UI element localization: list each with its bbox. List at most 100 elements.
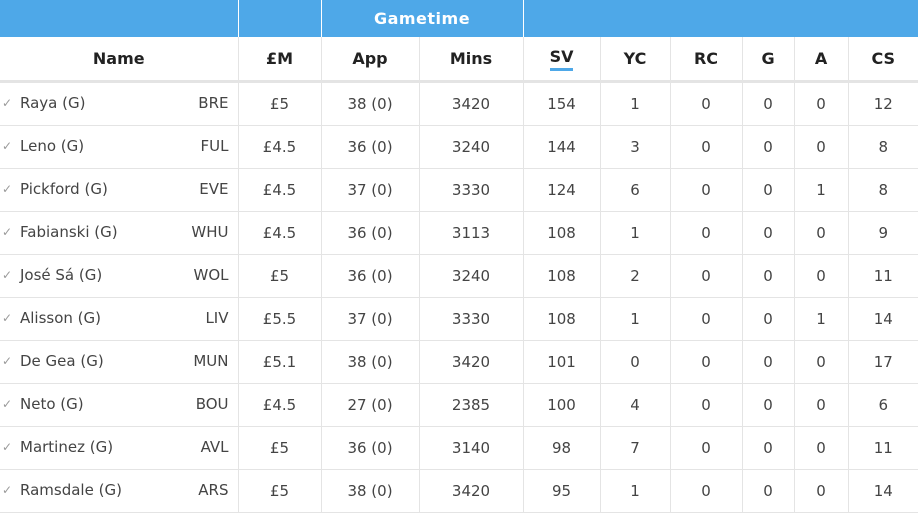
player-name[interactable]: Alisson (G): [20, 309, 102, 327]
stat-a: 1: [793, 297, 849, 341]
table-row[interactable]: ✓ Ramsdale (G) ARS £5 38 (0) 3420 95 1 0 0 0 14: [0, 469, 918, 513]
stat-yc: 2: [599, 254, 671, 298]
player-cell[interactable]: ✓ Alisson (G) LIV: [0, 297, 238, 341]
table-row[interactable]: ✓ José Sá (G) WOL £5 36 (0) 3240 108 2 0 0 0 11: [0, 254, 918, 298]
table-row[interactable]: ✓ Leno (G) FUL £4.5 36 (0) 3240 144 3 0 0 0 8: [0, 125, 918, 169]
checkmark-icon: ✓: [2, 483, 13, 497]
column-header-row: Name £M App Mins SV YC RC G A CS: [0, 37, 918, 83]
player-cell[interactable]: ✓ Leno (G) FUL: [0, 125, 238, 169]
column-header-g[interactable]: G: [741, 37, 795, 83]
column-header-cs[interactable]: CS: [847, 37, 918, 83]
stat-sv: 95: [522, 469, 601, 513]
stat-cs: 12: [847, 81, 918, 126]
group-header-spacer: [0, 0, 238, 37]
stat-rc: 0: [669, 297, 743, 341]
column-header-mins-label: Mins: [449, 49, 493, 68]
player-name[interactable]: Pickford (G): [20, 180, 108, 198]
table-row[interactable]: ✓ Raya (G) BRE £5 38 (0) 3420 154 1 0 0 0 12: [0, 81, 918, 126]
stat-sv: 108: [522, 254, 601, 298]
player-cell[interactable]: ✓ Pickford (G) EVE: [0, 168, 238, 212]
stat-price: £4.5: [237, 168, 321, 212]
player-cell[interactable]: ✓ Martinez (G) AVL: [0, 426, 238, 470]
stat-yc: 7: [599, 426, 671, 470]
stat-yc: 1: [599, 211, 671, 255]
stat-price: £5.5: [237, 297, 321, 341]
player-name[interactable]: De Gea (G): [20, 352, 104, 370]
column-header-yc[interactable]: YC: [599, 37, 671, 83]
player-name[interactable]: Martinez (G): [20, 438, 114, 456]
stat-rc: 0: [669, 211, 743, 255]
column-header-cs-label: CS: [871, 49, 896, 68]
player-cell[interactable]: ✓ De Gea (G) MUN: [0, 340, 238, 384]
group-header-gametime: Gametime: [320, 0, 524, 37]
player-cell[interactable]: ✓ Fabianski (G) WHU: [0, 211, 238, 255]
stat-cs: 6: [847, 383, 918, 427]
stat-rc: 0: [669, 340, 743, 384]
table-row[interactable]: ✓ Martinez (G) AVL £5 36 (0) 3140 98 7 0 0 0 11: [0, 426, 918, 470]
stat-sv: 100: [522, 383, 601, 427]
stat-mins: 3240: [418, 254, 524, 298]
player-cell[interactable]: ✓ Ramsdale (G) ARS: [0, 469, 238, 513]
stat-price: £4.5: [237, 125, 321, 169]
table-row[interactable]: ✓ Alisson (G) LIV £5.5 37 (0) 3330 108 1 0 0 1 14: [0, 297, 918, 341]
player-team: AVL: [200, 438, 229, 456]
stat-sv: 144: [522, 125, 601, 169]
checkmark-icon: ✓: [2, 268, 13, 282]
stat-yc: 0: [599, 340, 671, 384]
group-header-row: Gametime: [0, 0, 918, 37]
checkmark-icon: ✓: [2, 354, 13, 368]
column-header-rc[interactable]: RC: [669, 37, 743, 83]
stat-g: 0: [741, 426, 795, 470]
stat-mins: 3420: [418, 469, 524, 513]
stat-sv: 154: [522, 81, 601, 126]
stat-yc: 1: [599, 297, 671, 341]
checkmark-icon: ✓: [2, 311, 13, 325]
column-header-sv-label: SV: [549, 47, 574, 71]
group-header-spacer: [237, 0, 321, 37]
player-name[interactable]: José Sá (G): [20, 266, 103, 284]
table-row[interactable]: ✓ Pickford (G) EVE £4.5 37 (0) 3330 124 6 0 0 1 8: [0, 168, 918, 212]
stat-app: 36 (0): [320, 426, 419, 470]
player-cell[interactable]: ✓ Raya (G) BRE: [0, 81, 238, 126]
stat-rc: 0: [669, 426, 743, 470]
table-row[interactable]: ✓ Fabianski (G) WHU £4.5 36 (0) 3113 108 1 0 0 0 9: [0, 211, 918, 255]
stat-price: £5: [237, 469, 321, 513]
stat-yc: 3: [599, 125, 671, 169]
player-name[interactable]: Neto (G): [20, 395, 84, 413]
column-header-sv[interactable]: SV: [522, 37, 601, 83]
player-team: BOU: [195, 395, 229, 413]
checkmark-icon: ✓: [2, 397, 13, 411]
player-name[interactable]: Raya (G): [20, 94, 86, 112]
table-row[interactable]: ✓ De Gea (G) MUN £5.1 38 (0) 3420 101 0 0 0 0 17: [0, 340, 918, 384]
stat-g: 0: [741, 469, 795, 513]
stat-mins: 3240: [418, 125, 524, 169]
stat-a: 0: [793, 383, 849, 427]
player-team: FUL: [200, 137, 229, 155]
stat-a: 0: [793, 211, 849, 255]
stat-yc: 1: [599, 469, 671, 513]
column-header-mins[interactable]: Mins: [418, 37, 524, 83]
stat-g: 0: [741, 383, 795, 427]
stat-a: 0: [793, 340, 849, 384]
stat-g: 0: [741, 168, 795, 212]
stat-g: 0: [741, 340, 795, 384]
column-header-name[interactable]: Name: [0, 37, 238, 83]
column-header-app[interactable]: App: [320, 37, 419, 83]
stat-cs: 17: [847, 340, 918, 384]
column-header-price[interactable]: £M: [237, 37, 321, 83]
player-name[interactable]: Ramsdale (G): [20, 481, 122, 499]
stat-a: 0: [793, 81, 849, 126]
player-name[interactable]: Leno (G): [20, 137, 85, 155]
player-team: WOL: [193, 266, 229, 284]
player-cell[interactable]: ✓ Neto (G) BOU: [0, 383, 238, 427]
stat-price: £4.5: [237, 211, 321, 255]
stat-cs: 11: [847, 426, 918, 470]
player-cell[interactable]: ✓ José Sá (G) WOL: [0, 254, 238, 298]
stat-app: 37 (0): [320, 168, 419, 212]
stat-price: £5: [237, 81, 321, 126]
checkmark-icon: ✓: [2, 225, 13, 239]
player-name[interactable]: Fabianski (G): [20, 223, 118, 241]
table-row[interactable]: ✓ Neto (G) BOU £4.5 27 (0) 2385 100 4 0 0 0 6: [0, 383, 918, 427]
column-header-a[interactable]: A: [793, 37, 849, 83]
stat-price: £4.5: [237, 383, 321, 427]
